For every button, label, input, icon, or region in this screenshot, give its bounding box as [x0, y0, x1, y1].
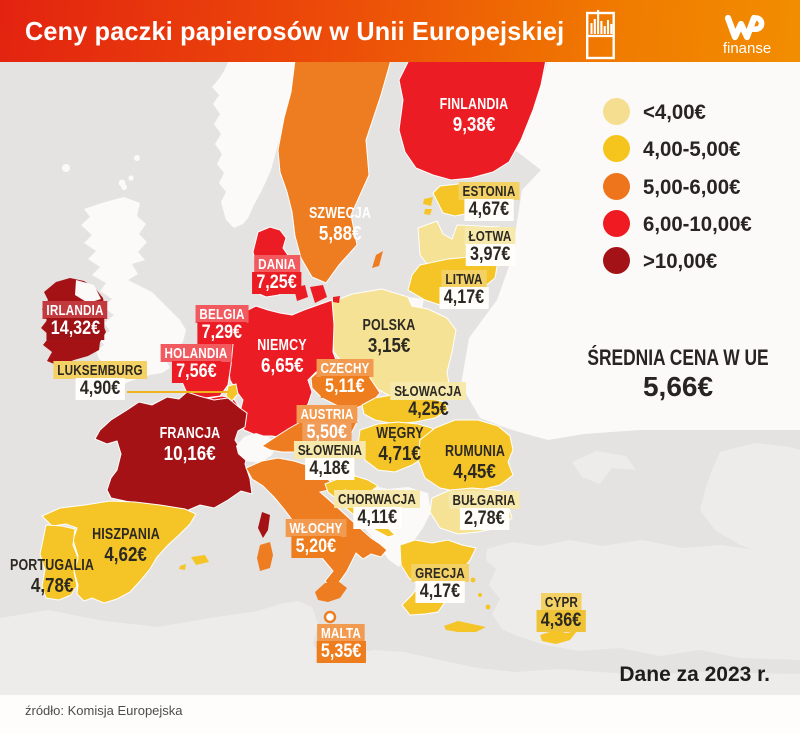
- svg-text:finanse: finanse: [723, 40, 771, 57]
